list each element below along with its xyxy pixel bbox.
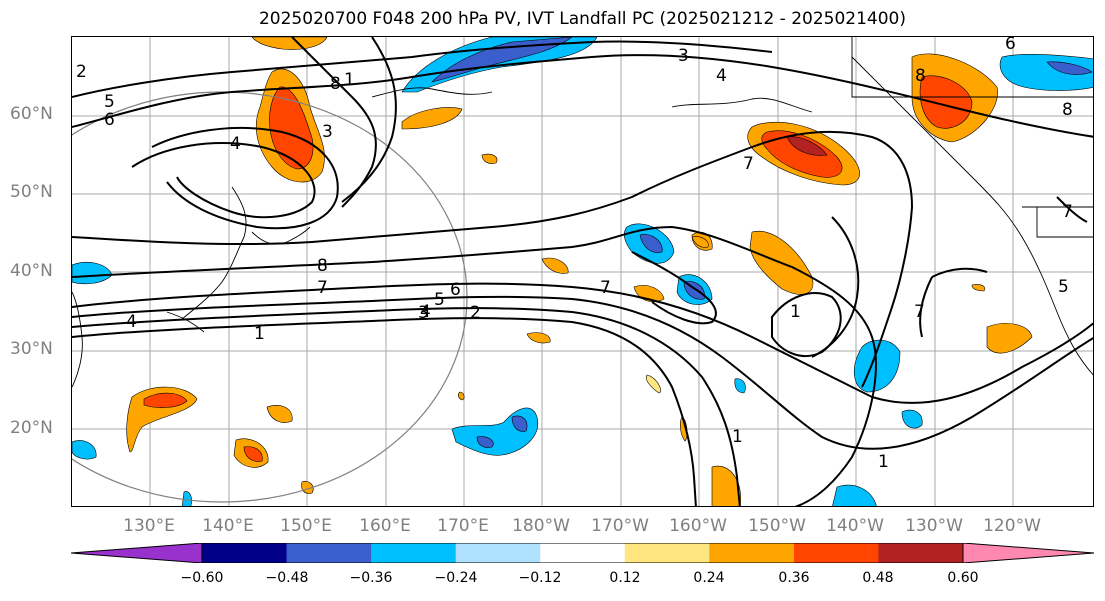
colorbar-tick: −0.60 bbox=[180, 570, 224, 586]
pv-contours bbox=[72, 37, 1093, 506]
colorbar-segment bbox=[963, 543, 1094, 563]
lon-label: 130°W bbox=[905, 516, 963, 536]
lat-label: 20°N bbox=[10, 418, 53, 438]
contour-label: 7 bbox=[1062, 202, 1073, 222]
colorbar-segment bbox=[371, 543, 457, 563]
contour-label: 3 bbox=[418, 303, 429, 323]
contour-label: 8 bbox=[317, 256, 328, 276]
lon-label: 130°E bbox=[123, 516, 175, 536]
colorbar-segment bbox=[71, 543, 202, 563]
colorbar-tick: 0.36 bbox=[778, 570, 810, 586]
colorbar-tick: 0.48 bbox=[862, 570, 894, 586]
map-panel: 2 5 6 8 1 3 4 3 4 8 7 8 7 6 5 4 3 2 1 4 … bbox=[71, 36, 1094, 507]
contour-label: 4 bbox=[420, 302, 431, 322]
colorbar-segment bbox=[709, 543, 795, 563]
contour-label: 4 bbox=[230, 134, 241, 154]
contour-label: 1 bbox=[878, 452, 889, 472]
lon-label: 160°E bbox=[359, 516, 411, 536]
lat-label: 50°N bbox=[10, 182, 53, 202]
contour-label: 4 bbox=[716, 66, 727, 86]
lon-label: 120°W bbox=[983, 516, 1041, 536]
colorbar-tick: −0.36 bbox=[349, 570, 393, 586]
colorbar-segment bbox=[286, 543, 372, 563]
colorbar-tick: −0.12 bbox=[518, 570, 562, 586]
colorbar-tick: 0.60 bbox=[947, 570, 979, 586]
contour-label: 8 bbox=[915, 66, 926, 86]
lon-label: 160°W bbox=[669, 516, 727, 536]
lon-label: 150°E bbox=[280, 516, 332, 536]
lon-label: 170°E bbox=[437, 516, 489, 536]
contour-label: 6 bbox=[104, 110, 115, 130]
colorbar-tick: 0.24 bbox=[693, 570, 725, 586]
lon-label: 170°W bbox=[591, 516, 649, 536]
lon-label: 180°W bbox=[512, 516, 570, 536]
colorbar-tick: 0.12 bbox=[609, 570, 641, 586]
colorbar-segment bbox=[624, 543, 710, 563]
map-canvas: 2 5 6 8 1 3 4 3 4 8 7 8 7 6 5 4 3 2 1 4 … bbox=[72, 37, 1093, 506]
map-title: 2025020700 F048 200 hPa PV, IVT Landfall… bbox=[258, 9, 906, 29]
colorbar-segment bbox=[793, 543, 879, 563]
contour-label: 8 bbox=[330, 74, 341, 94]
lon-label: 150°W bbox=[748, 516, 806, 536]
colorbar-tick: −0.24 bbox=[434, 570, 478, 586]
contour-label: 1 bbox=[732, 427, 743, 447]
contour-labels: 2 5 6 8 1 3 4 3 4 8 7 8 7 6 5 4 3 2 1 4 … bbox=[76, 37, 1073, 472]
contour-label: 3 bbox=[322, 122, 333, 142]
contour-label: 1 bbox=[254, 324, 265, 344]
colorbar-segment bbox=[878, 543, 964, 563]
lat-label: 40°N bbox=[10, 261, 53, 281]
contour-label: 3 bbox=[678, 46, 689, 66]
contour-label: 1 bbox=[790, 302, 801, 322]
contour-label: 5 bbox=[104, 92, 115, 112]
contour-label: 7 bbox=[317, 278, 328, 298]
contour-label: 8 bbox=[1062, 100, 1073, 120]
contour-label: 4 bbox=[126, 312, 137, 332]
colorbar bbox=[71, 543, 1094, 563]
lon-label: 140°W bbox=[826, 516, 884, 536]
contour-label: 6 bbox=[1005, 37, 1016, 54]
colorbar-segment bbox=[455, 543, 541, 563]
lon-label: 140°E bbox=[202, 516, 254, 536]
contour-label: 2 bbox=[76, 62, 87, 82]
colorbar-segment bbox=[540, 543, 626, 563]
contour-label: 7 bbox=[743, 154, 754, 174]
coastlines bbox=[72, 37, 1093, 388]
contour-label: 7 bbox=[914, 302, 925, 322]
colorbar-segment bbox=[202, 543, 288, 563]
contour-label: 5 bbox=[1058, 277, 1069, 297]
lat-label: 60°N bbox=[10, 104, 53, 124]
contour-label: 2 bbox=[470, 303, 481, 323]
contour-label: 5 bbox=[434, 290, 445, 310]
colorbar-tick: −0.48 bbox=[265, 570, 309, 586]
contour-label: 7 bbox=[600, 278, 611, 298]
contour-label: 6 bbox=[450, 280, 461, 300]
lat-label: 30°N bbox=[10, 339, 53, 359]
shaded-anomalies bbox=[72, 37, 1093, 506]
contour-label: 1 bbox=[344, 70, 355, 90]
